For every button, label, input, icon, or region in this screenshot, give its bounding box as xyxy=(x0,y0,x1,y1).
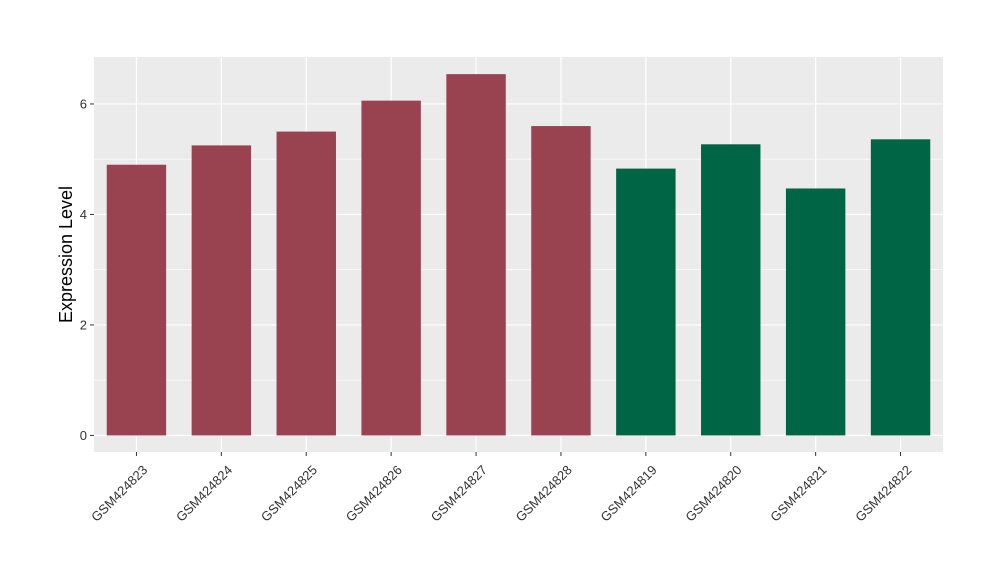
y-axis: 0 2 4 6 xyxy=(80,96,94,443)
bar xyxy=(785,188,846,436)
x-tick-label: GSM424825 xyxy=(258,462,320,524)
bar xyxy=(106,164,167,436)
x-tick-label: GSM424827 xyxy=(428,462,490,524)
bar xyxy=(191,145,252,436)
x-tick-label: GSM424828 xyxy=(513,462,575,524)
bar xyxy=(531,126,591,436)
x-tick-label: GSM424820 xyxy=(682,462,744,524)
bars xyxy=(106,74,931,436)
y-tick-label: 0 xyxy=(80,428,87,443)
x-tick-label: GSM424822 xyxy=(852,462,914,524)
y-axis-title: Expression Level xyxy=(56,186,76,323)
bar xyxy=(870,139,931,436)
bar xyxy=(361,100,421,436)
x-tick-label: GSM424824 xyxy=(173,462,235,524)
x-tick-label: GSM424823 xyxy=(88,462,150,524)
x-tick-label: GSM424826 xyxy=(343,462,405,524)
y-tick-label: 4 xyxy=(80,207,87,222)
bar xyxy=(701,144,761,436)
x-tick-label: GSM424821 xyxy=(767,462,829,524)
x-axis: GSM424823 GSM424824 GSM424825 GSM424826 GSM4… xyxy=(88,452,914,525)
bar xyxy=(616,168,676,436)
y-tick-label: 2 xyxy=(80,317,87,332)
x-tick-label: GSM424819 xyxy=(598,462,660,524)
y-tick-label: 6 xyxy=(80,96,87,111)
bar xyxy=(446,74,506,436)
bar xyxy=(276,131,336,436)
